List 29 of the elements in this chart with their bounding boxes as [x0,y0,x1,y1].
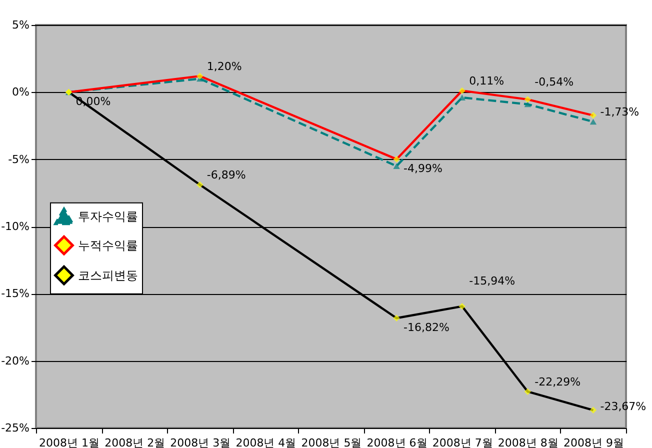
x-tick-label: 2008년 4월 [236,436,296,448]
y-tick-label: -20% [1,354,30,368]
data-label: 0,11% [469,74,504,88]
y-tick-label: -25% [1,422,30,434]
legend-label: 코스피변동 [78,268,138,282]
data-label: -0,54% [534,75,574,88]
data-label: -15,94% [469,274,516,288]
data-label: -22,29% [534,376,581,389]
x-tick-label: 2008년 5월 [301,436,362,448]
y-tick-label: -5% [8,152,30,166]
x-tick-label: 2008년 2월 [104,436,166,448]
legend-label: 누적수익률 [78,238,138,252]
x-tick-label: 2008년 7월 [432,436,493,448]
data-label: -23,67% [600,400,646,414]
legend-label: 투자수익률 [78,209,138,224]
x-tick-label: 2008년 3월 [170,436,231,448]
y-tick-label: 5% [12,18,30,32]
data-label: -16,82% [404,321,450,334]
data-label: 1,20% [206,60,242,74]
y-tick-label: -10% [1,220,30,233]
x-tick-label: 2008년 9월 [563,436,624,448]
x-tick-label: 2008년 8월 [498,436,558,448]
x-tick-label: 2008년 1월 [39,436,100,448]
y-tick-label: 0% [12,86,30,99]
data-label: -6,89% [206,168,246,182]
data-label: -4,99% [404,162,442,176]
y-tick-label: -15% [1,287,30,300]
data-label: -1,73% [600,105,640,118]
x-tick-label: 2008년 6월 [366,436,428,448]
